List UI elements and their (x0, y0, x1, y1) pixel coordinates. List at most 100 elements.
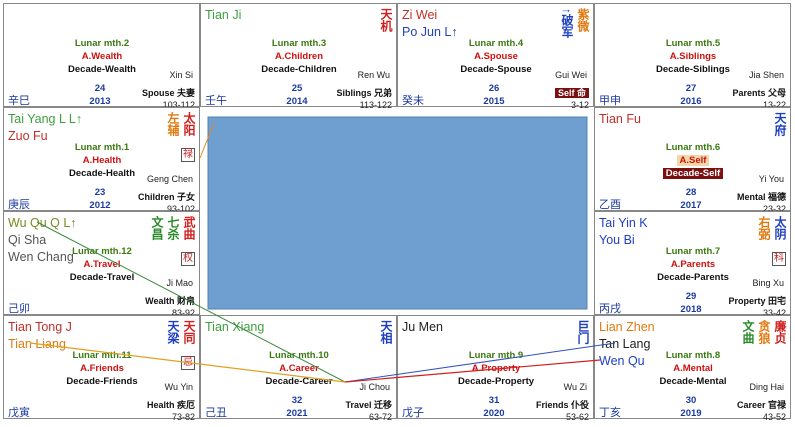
stem-branch: Gui Wei (555, 70, 587, 80)
palace-cell: Tian Ji 天机 Lunar mth.3 A.Children Decade-Chi… (200, 3, 397, 110)
star-name: Tai Yin K (599, 216, 648, 230)
branch: 庚辰 (8, 199, 30, 211)
aspect: A.Parents (603, 259, 783, 270)
star-glyph: 天机 (379, 8, 393, 32)
age-range: 93-102 (166, 204, 195, 214)
lunar-month: Lunar mth.4 (468, 38, 524, 49)
year: 2016 (680, 96, 702, 107)
stem-branch: Ding Hai (749, 382, 784, 392)
star-name: Tian Tong J (8, 320, 72, 334)
aspect: A.Siblings (603, 51, 783, 62)
age-range: 113-122 (359, 100, 392, 110)
decade-text: Decade-Career (265, 376, 333, 387)
stem-branch: Wu Yin (164, 382, 193, 392)
lunar-month: Lunar mth.7 (665, 246, 721, 257)
year: 2018 (680, 304, 702, 315)
aspect-text: A.Children (274, 51, 324, 62)
house: Wealth 财帛 (145, 294, 195, 307)
aspect-text: A.Friends (80, 363, 124, 374)
star-name: Tian Ji (205, 8, 242, 22)
star-name: Tai Yang L L↑ (8, 112, 83, 126)
aspect-text: A.Health (82, 155, 122, 166)
star-glyph: 文曲 (741, 320, 755, 344)
star-glyph: 贪狼 (757, 320, 771, 344)
stem-branch: Jia Shen (748, 70, 784, 80)
decade-text: Decade-Travel (69, 272, 135, 283)
star-name: Wu Qu Q L↑ (8, 216, 77, 230)
decade: Decade-Mental (603, 376, 783, 387)
age: 25 (291, 83, 303, 94)
aspect: A.Self (603, 155, 783, 166)
center-panel (207, 116, 588, 310)
decade-text: Decade-Health (69, 168, 135, 179)
star-name: Lian Zhen (599, 320, 655, 334)
star-glyph: 文昌 (150, 216, 164, 240)
year: 2012 (89, 200, 111, 211)
year: 2021 (286, 408, 308, 419)
house-text: Career 官禄 (736, 400, 786, 410)
year: 2019 (680, 408, 702, 419)
decade: Decade-Health (12, 168, 192, 179)
star-name: Tian Liang (8, 337, 66, 351)
star-glyph: 七杀 (166, 216, 180, 240)
house-text: Wealth 财帛 (145, 296, 195, 306)
age: 27 (685, 83, 697, 94)
decade-text: Decade-Friends (66, 376, 138, 387)
lunar-month: Lunar mth.12 (72, 246, 132, 257)
aspect: A.Spouse (406, 51, 586, 62)
house: Siblings 兄弟 (336, 86, 392, 99)
link-line (199, 122, 215, 159)
branch: 己卯 (8, 303, 30, 315)
branch: 癸未 (402, 95, 424, 107)
decade: Decade-Wealth (12, 64, 192, 75)
branch: 甲申 (599, 95, 621, 107)
stem-branch: Yi You (758, 174, 784, 184)
star-name: Zuo Fu (8, 129, 48, 143)
house: Children 子女 (138, 190, 195, 203)
lunar-month: Lunar mth.9 (468, 350, 524, 361)
age: 30 (685, 395, 697, 406)
decade-text: Decade-Wealth (68, 64, 136, 75)
stem-branch: Ji Mao (166, 278, 193, 288)
age: 23 (94, 187, 106, 198)
star-glyph: 廉贞 (773, 320, 787, 344)
aspect-text: A.Spouse (474, 51, 518, 62)
aspect-text: A.Travel (83, 259, 121, 270)
palace-cell: Ju Men 巨门 Lunar mth.9 A.Property Decade-Prop… (397, 315, 594, 422)
star-glyph: 左辅 (166, 112, 180, 136)
star-glyph: 天相 (379, 320, 393, 344)
house-text: Friends 仆役 (535, 400, 589, 410)
palace-cell: Tian Fu 天府 Lunar mth.6 A.Self Decade-Self Yi … (594, 107, 791, 214)
house: Self 命 (554, 86, 589, 99)
year: 2017 (680, 200, 702, 211)
house: Property 田宅 (728, 294, 786, 307)
decade: Decade-Siblings (603, 64, 783, 75)
house-text: Children 子女 (137, 192, 195, 202)
star-glyph: 天府 (773, 112, 787, 136)
palace-cell: Zi Wei Po Jun L↑ ↑破军 紫微 Lunar mth.4 A.Spouse D… (397, 3, 594, 110)
star-glyph: 天梁 (166, 320, 180, 344)
age: 28 (685, 187, 697, 198)
star-name: Zi Wei (402, 8, 438, 22)
house-text: Self 命 (554, 88, 589, 98)
aspect: A.Wealth (12, 51, 192, 62)
star-glyph: ↑破军 (560, 8, 574, 38)
star-glyph: 天同 (182, 320, 196, 344)
star-glyph: 武曲 (182, 216, 196, 240)
lunar-month: Lunar mth.8 (665, 350, 721, 361)
star-name: You Bi (599, 233, 635, 247)
branch: 壬午 (205, 95, 227, 107)
age: 31 (488, 395, 500, 406)
transform-badge: 科 (772, 252, 786, 266)
house: Mental 福德 (737, 190, 786, 203)
aspect-text: A.Self (676, 155, 710, 166)
star-name: Tian Xiang (205, 320, 265, 334)
palace-cell: Tian Tong J Tian Liang 天梁 天同忌 Lunar mth.11 A.… (3, 315, 200, 422)
house: Career 官禄 (737, 398, 786, 411)
house: Travel 迁移 (345, 398, 392, 411)
palace-cell: Tai Yin K You Bi 右弼 太阴科 Lunar mth.7 A.Parents… (594, 211, 791, 318)
aspect: A.Travel (12, 259, 192, 270)
lunar-month: Lunar mth.5 (665, 38, 721, 49)
lunar-month: Lunar mth.2 (74, 38, 130, 49)
palace-cell: Lunar mth.5 A.Siblings Decade-Siblings Jia … (594, 3, 791, 110)
